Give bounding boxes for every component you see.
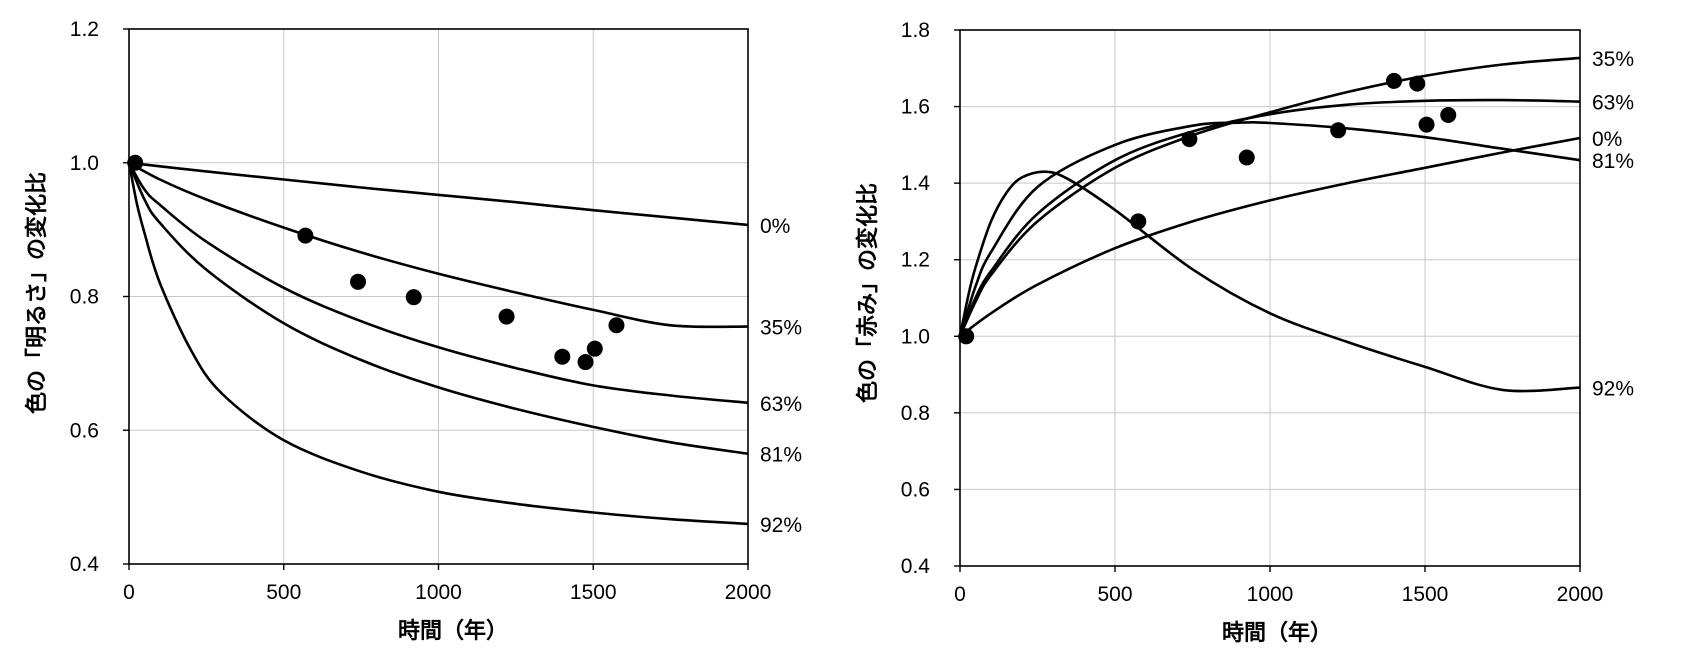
redness-x-tick-label: 0 — [954, 583, 966, 606]
brightness-curve-label: 35% — [760, 317, 802, 340]
brightness-y-tick-label: 1.2 — [70, 18, 99, 41]
redness-data-point — [1440, 106, 1457, 123]
brightness-data-point — [554, 348, 571, 365]
redness-x-tick-label: 1000 — [1247, 583, 1294, 606]
redness-data-point — [1409, 75, 1426, 92]
redness-curve-63pct — [958, 98, 1581, 337]
redness-curve-label: 81% — [1592, 150, 1634, 173]
redness-x-tick-label: 1500 — [1402, 583, 1449, 606]
redness-chart: 0 500 1000 1500 2000 0.4 0.6 0.8 1.0 1.2 1.4 1.6 1.… — [855, 19, 1634, 646]
brightness-x-axis-title: 時間（年） — [398, 618, 508, 644]
brightness-data-point — [405, 289, 422, 306]
redness-y-axis-title: 色の「赤み」の変化比 — [855, 183, 881, 403]
redness-data-point — [958, 328, 975, 345]
brightness-curve-label: 92% — [760, 514, 802, 537]
redness-data-point — [1181, 131, 1198, 148]
redness-data-point — [1418, 116, 1435, 133]
redness-y-tick-label: 1.8 — [901, 19, 930, 42]
brightness-curve-81pct — [127, 162, 749, 455]
redness-y-tick-label: 0.8 — [901, 402, 930, 425]
brightness-data-point — [127, 154, 144, 171]
brightness-data-point — [608, 317, 625, 334]
brightness-y-tick-label: 0.4 — [70, 553, 100, 576]
redness-y-tick-label: 0.4 — [901, 555, 931, 578]
redness-data-point — [1330, 122, 1347, 139]
redness-data-point — [1130, 213, 1147, 230]
brightness-y-tick-label: 1.0 — [70, 152, 99, 175]
redness-y-tick-label: 1.0 — [901, 325, 930, 348]
redness-curve-92pct — [958, 170, 1581, 393]
brightness-data-point — [586, 340, 603, 357]
redness-x-axis-title: 時間（年） — [1222, 620, 1332, 646]
brightness-curve-label: 0% — [760, 215, 790, 238]
brightness-y-tick-label: 0.8 — [70, 286, 99, 309]
redness-curve-label: 35% — [1592, 48, 1634, 71]
brightness-curve-label: 81% — [760, 444, 802, 467]
brightness-x-tick-label: 0 — [123, 581, 135, 604]
redness-x-tick-label: 2000 — [1557, 583, 1604, 606]
brightness-data-point — [577, 354, 594, 371]
brightness-x-tick-label: 1500 — [570, 581, 617, 604]
redness-x-tick-label: 500 — [1097, 583, 1132, 606]
brightness-x-tick-label: 2000 — [725, 581, 772, 604]
brightness-y-tick-label: 0.6 — [70, 419, 99, 442]
brightness-curve-35pct — [128, 161, 749, 329]
brightness-curve-63pct — [127, 162, 749, 405]
brightness-data-point — [350, 273, 367, 290]
brightness-curve-label: 63% — [760, 393, 802, 416]
redness-data-point — [1386, 72, 1402, 89]
brightness-curve-92pct — [127, 162, 749, 526]
brightness-data-point — [498, 308, 515, 325]
brightness-x-tick-label: 500 — [266, 581, 301, 604]
redness-y-tick-label: 1.4 — [901, 172, 931, 195]
redness-curve-81pct — [958, 121, 1581, 337]
redness-curve-label: 63% — [1592, 92, 1634, 115]
brightness-x-tick-label: 1000 — [415, 581, 462, 604]
brightness-curve-0pct — [128, 161, 749, 227]
brightness-y-axis-title: 色の「明るさ」の変化比 — [24, 172, 50, 414]
brightness-chart: 0 500 1000 1500 2000 0.4 0.6 0.8 1.0 1.2 0% 35% 63… — [24, 18, 802, 644]
brightness-data-point — [297, 227, 314, 244]
redness-curve-0pct — [959, 136, 1581, 338]
redness-curve-label: 0% — [1592, 128, 1622, 151]
redness-data-point — [1238, 149, 1255, 166]
redness-y-tick-label: 1.6 — [901, 96, 930, 119]
redness-y-tick-label: 0.6 — [901, 478, 930, 501]
redness-y-tick-label: 1.2 — [901, 249, 930, 272]
redness-curve-label: 92% — [1592, 378, 1634, 401]
